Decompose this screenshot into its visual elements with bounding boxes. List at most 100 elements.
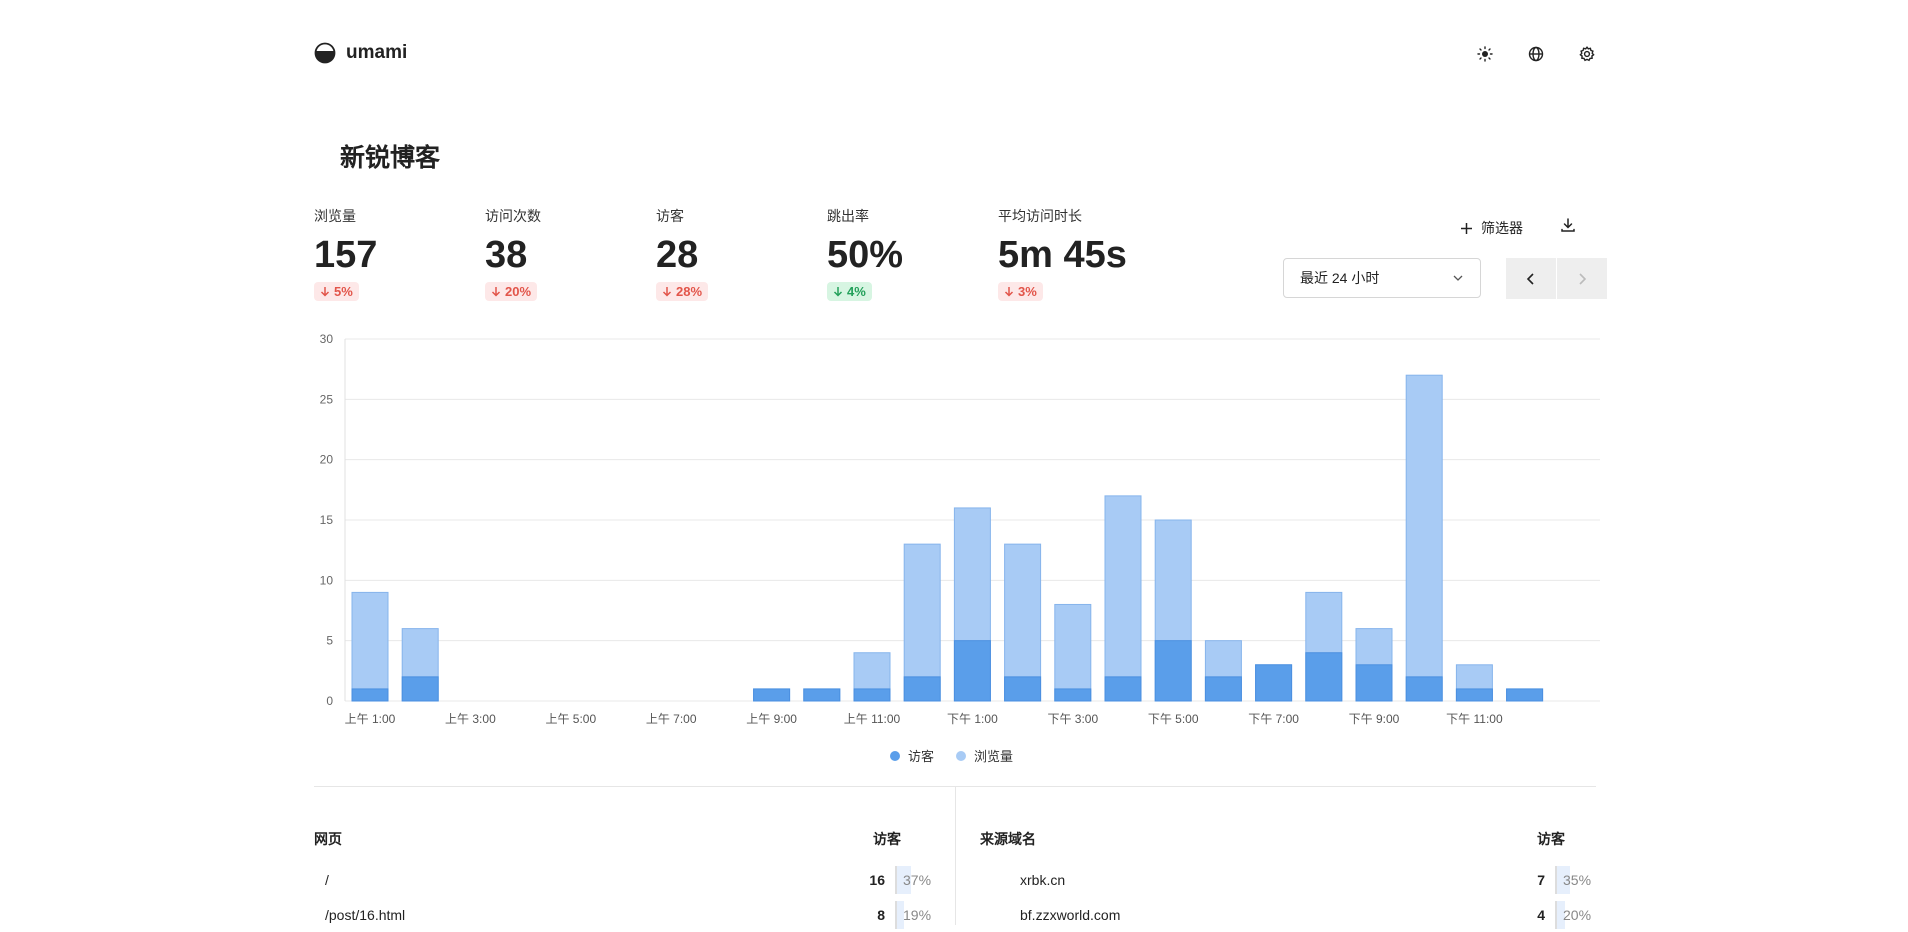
arrow-down-icon [320, 287, 330, 297]
y-tick-label: 20 [320, 453, 334, 467]
chart-legend: 访客 浏览量 [890, 746, 1013, 765]
row-percent: 19% [903, 906, 932, 923]
metric-change-badge: 5% [314, 282, 359, 301]
gear-icon[interactable] [1576, 43, 1598, 65]
table-row[interactable]: bf.zzxworld.com 4 20% [980, 897, 1595, 932]
x-tick-label: 下午 1:00 [947, 712, 998, 726]
y-tick-label: 30 [320, 332, 334, 346]
metric-card: 浏览量 157 5% [314, 206, 474, 302]
table-row[interactable]: / 16 37% [325, 862, 935, 897]
plus-icon [1461, 222, 1472, 234]
visitors-bar [1455, 688, 1493, 702]
visitors-bar [1104, 676, 1142, 702]
legend-item-pageviews[interactable]: 浏览量 [956, 746, 1013, 765]
x-tick-label: 上午 7:00 [646, 712, 697, 726]
prev-range-button[interactable] [1506, 258, 1556, 299]
metric-card: 访问次数 38 20% [485, 206, 645, 302]
legend-label: 浏览量 [974, 749, 1014, 764]
row-count: 16 [869, 871, 885, 888]
metric-label: 访客 [656, 208, 684, 224]
x-tick-label: 上午 1:00 [345, 712, 396, 726]
metric-label: 浏览量 [314, 208, 356, 224]
download-icon[interactable] [1560, 217, 1576, 238]
metric-change: 28% [676, 284, 703, 299]
row-percent-bar: 37% [895, 865, 935, 894]
visitors-bar [401, 676, 439, 702]
chevron-right-icon [1579, 272, 1587, 285]
row-name[interactable]: / [325, 871, 329, 888]
legend-dot [890, 750, 900, 761]
row-name[interactable]: xrbk.cn [1020, 871, 1066, 888]
referrers-metric-label: 访客 [1537, 831, 1565, 847]
pageviews-chart: 0 5 10 15 20 25 30 上午 1:00 上午 3:00 上午 5:00 上午 7:00… [320, 332, 1600, 726]
visitors-bar [1255, 664, 1293, 702]
x-tick-label: 上午 9:00 [746, 712, 797, 726]
y-tick-label: 0 [326, 694, 333, 708]
row-name[interactable]: bf.zzxworld.com [1020, 906, 1121, 923]
visitors-bar [903, 676, 941, 702]
pageviews-bar [351, 591, 389, 702]
arrow-down-icon [833, 287, 843, 297]
app-name: umami [346, 42, 408, 63]
row-count: 7 [1537, 871, 1545, 888]
globe-icon[interactable] [1525, 43, 1547, 65]
app-logo[interactable]: umami [314, 42, 407, 64]
visitors-bar [351, 688, 389, 702]
x-tick-label: 下午 5:00 [1148, 712, 1199, 726]
x-tick-label: 上午 5:00 [545, 712, 596, 726]
date-range-select[interactable]: 最近 24 小时 [1283, 258, 1481, 298]
visitors-bar [1004, 676, 1042, 702]
y-tick-label: 25 [320, 392, 334, 406]
x-tick-label: 上午 11:00 [844, 712, 901, 726]
y-tick-label: 15 [320, 513, 334, 527]
page-title: 新锐博客 [340, 144, 441, 172]
metric-card: 平均访问时长 5m 45s 3% [998, 206, 1158, 302]
metric-value: 5m 45s [998, 234, 1127, 276]
metric-value: 157 [314, 234, 378, 276]
metric-change: 20% [505, 284, 532, 299]
metric-change: 5% [334, 284, 353, 299]
arrow-down-icon [491, 287, 501, 297]
x-tick-label: 下午 7:00 [1248, 712, 1299, 726]
x-tick-label: 下午 11:00 [1446, 712, 1503, 726]
x-tick-label: 上午 3:00 [445, 712, 496, 726]
metric-value: 50% [827, 234, 904, 276]
legend-dot [956, 750, 967, 761]
x-tick-label: 下午 9:00 [1349, 712, 1400, 726]
filter-button[interactable]: 筛选器 [1460, 218, 1523, 238]
visitors-bar [1204, 676, 1242, 702]
visitors-bar [803, 688, 841, 702]
visitors-bar [1154, 640, 1192, 702]
visitors-bar [1405, 676, 1443, 702]
metric-value: 38 [485, 234, 528, 276]
next-range-button[interactable] [1557, 258, 1607, 299]
metric-change-badge: 20% [485, 282, 538, 301]
arrow-down-icon [662, 287, 672, 297]
x-tick-label: 下午 3:00 [1047, 712, 1098, 726]
row-name[interactable]: /post/16.html [325, 906, 406, 923]
referrers-panel-title: 来源域名 [980, 831, 1036, 847]
metric-change-badge: 3% [998, 282, 1043, 301]
pageviews-bar [1405, 374, 1443, 702]
filter-label: 筛选器 [1481, 220, 1523, 236]
y-tick-label: 5 [326, 634, 333, 648]
row-count: 8 [877, 906, 885, 923]
legend-item-visitors[interactable]: 访客 [890, 746, 934, 765]
sun-icon[interactable] [1474, 43, 1496, 65]
umami-logo-icon [314, 42, 336, 64]
table-row[interactable]: xrbk.cn 7 35% [980, 862, 1595, 897]
table-row[interactable]: /post/16.html 8 19% [325, 897, 935, 932]
metric-change-badge: 28% [656, 282, 709, 301]
visitors-bar [753, 688, 791, 702]
metric-value: 28 [656, 234, 699, 276]
visitors-bar [1355, 664, 1393, 702]
pageviews-bar [1054, 603, 1092, 702]
pageviews-bar [903, 543, 941, 702]
chevron-left-icon [1526, 272, 1534, 285]
pageviews-bar [1004, 543, 1042, 702]
pageviews-bar [1104, 495, 1142, 702]
visitors-bar [1506, 688, 1544, 702]
percent-fill [1557, 900, 1565, 929]
row-count: 4 [1537, 906, 1545, 923]
visitors-bar [1054, 688, 1092, 702]
